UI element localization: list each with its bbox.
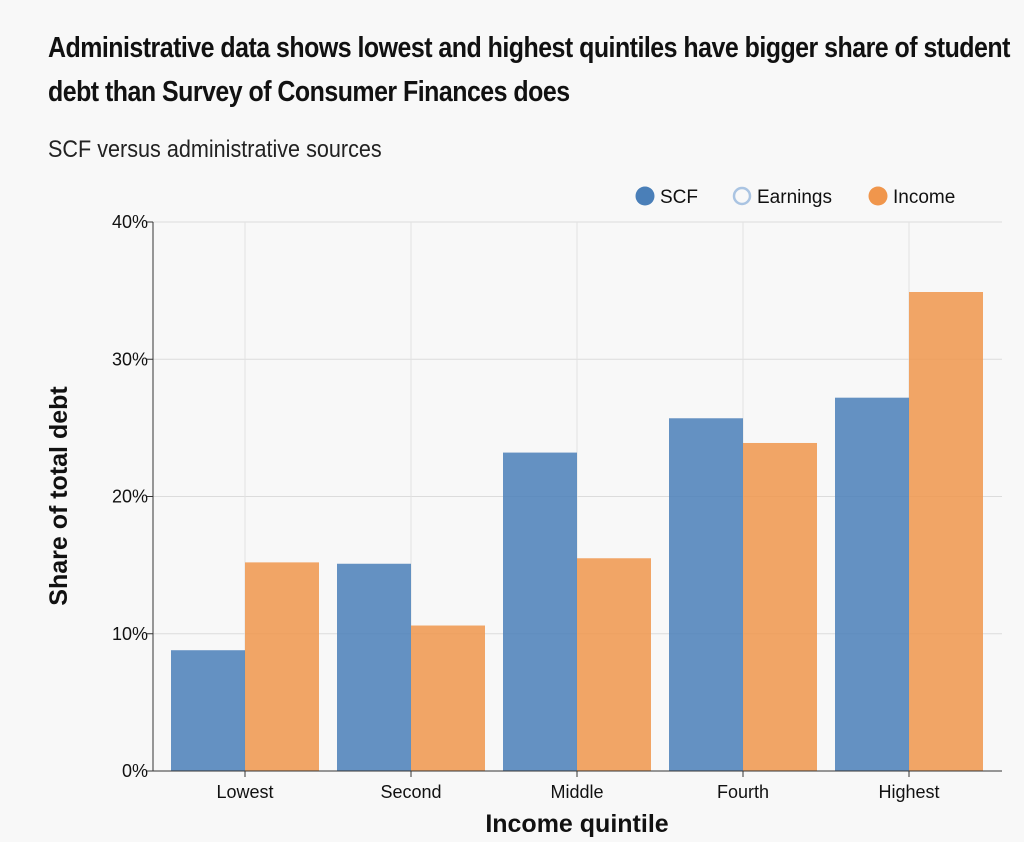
y-tick-label: 40% [112,212,148,232]
legend-item-income[interactable]: Income [868,186,956,209]
bar-income-fourth[interactable] [743,442,817,771]
legend-item-scf[interactable]: SCF [635,186,699,209]
y-tick-label: 30% [112,349,148,369]
bar-income-lowest[interactable] [245,562,319,771]
legend-label: SCF [660,187,698,208]
bar-income-middle[interactable] [577,558,651,771]
legend[interactable]: SCF Earnings Income [635,186,956,209]
bar-scf-fourth[interactable] [669,418,743,771]
legend-label: Income [893,187,955,208]
legend-item-earnings[interactable]: Earnings [732,186,832,208]
x-axis-title: Income quintile [485,810,668,838]
chart-title: Administrative data shows lowest and hig… [48,32,1010,108]
y-tick-label: 0% [122,761,148,781]
x-tick-label: Lowest [216,782,273,802]
bars [171,291,983,771]
bar-income-highest[interactable] [909,291,983,771]
x-tick-label: Fourth [717,782,769,802]
x-tick-label: Second [380,782,441,802]
y-tick-label: 10% [112,624,148,644]
legend-swatch [732,186,752,206]
x-tick-label: Middle [550,782,603,802]
legend-swatch [635,186,655,206]
bar-scf-highest[interactable] [835,397,909,771]
legend-label: Earnings [757,187,832,208]
axes: 0% 10% 20% 30% 40% Lowest Second Middle Fourth Hi… [112,212,1002,802]
chart-subtitle: SCF versus administrative sources [48,136,382,163]
legend-swatch [868,186,888,206]
bar-scf-lowest[interactable] [171,650,245,771]
x-tick-label: Highest [878,782,939,802]
bar-scf-middle[interactable] [503,452,577,771]
y-tick-label: 20% [112,487,148,507]
y-axis-title: Share of total debt [45,386,73,606]
bar-scf-second[interactable] [337,563,411,771]
bar-income-second[interactable] [411,625,485,771]
